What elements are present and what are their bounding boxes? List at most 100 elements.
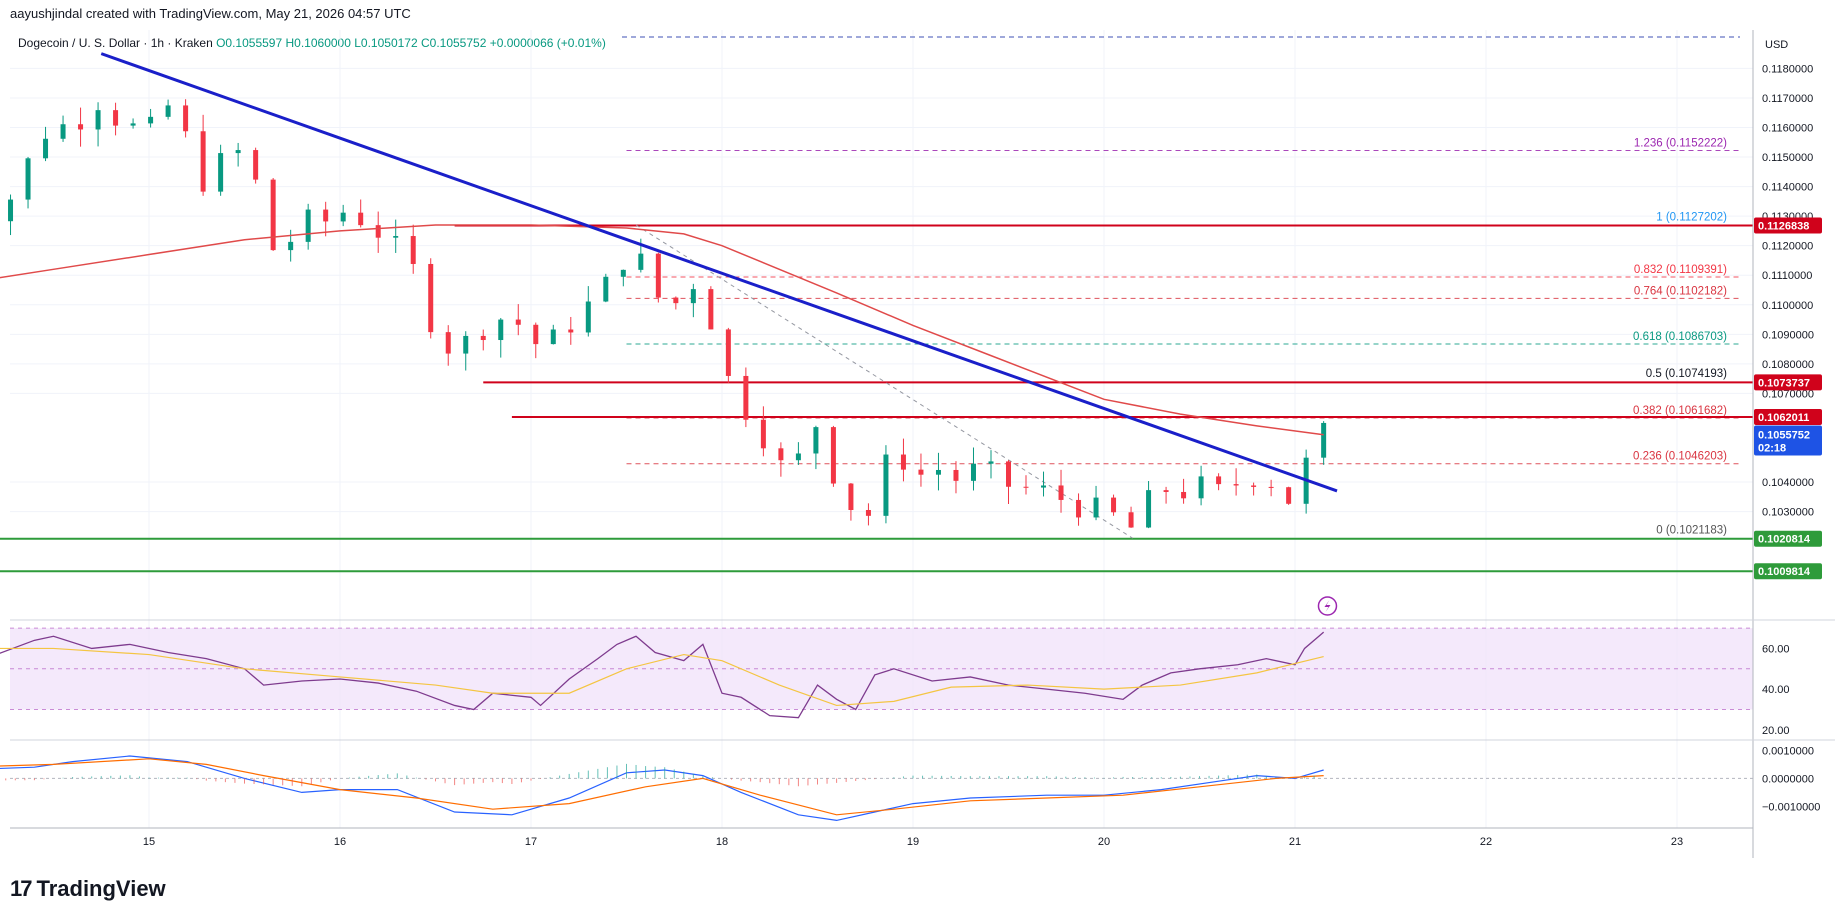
ohlc-open: O0.1055597: [216, 36, 283, 50]
candle-body: [1216, 476, 1222, 485]
candle-body: [813, 427, 819, 454]
candle-body: [463, 335, 469, 354]
candle-body: [43, 138, 49, 159]
rsi-tick-label: 40.00: [1762, 684, 1790, 696]
macd-line: [0, 755, 1324, 822]
moving-average-line: [0, 224, 1324, 436]
fib-level-label: 0.236 (0.1046203): [1633, 451, 1727, 463]
last-price-tag: [1754, 425, 1822, 456]
candle-body: [603, 276, 609, 302]
candle-body: [900, 454, 906, 470]
macd-tick-label: 0.0000000: [1762, 773, 1814, 785]
symbol-header: Dogecoin / U. S. Dollar · 1h · Kraken O0…: [18, 36, 606, 50]
ohlc-low: L0.1050172: [354, 36, 418, 50]
candle-body: [95, 110, 101, 130]
time-tick-label: 18: [716, 836, 728, 848]
fib-level-label: 0.382 (0.1061682): [1633, 405, 1727, 417]
fib-level-label: 0.618 (0.1086703): [1633, 331, 1727, 343]
level-price-tag: [1754, 374, 1822, 391]
candle-body: [1286, 487, 1292, 504]
time-tick-label: 23: [1671, 836, 1683, 848]
candle-body: [1006, 461, 1011, 487]
rsi-tick-label: 20.00: [1762, 725, 1790, 737]
candle-body: [865, 509, 871, 516]
candle-body: [533, 324, 539, 345]
price-tick-label: 0.1140000: [1762, 182, 1813, 194]
candle-body: [918, 469, 924, 475]
candle-body: [988, 461, 994, 464]
candle-body: [883, 454, 889, 516]
time-tick-label: 15: [143, 836, 155, 848]
candle-body: [60, 124, 66, 139]
candle-body: [340, 212, 346, 222]
price-tick-label: 0.1170000: [1762, 93, 1813, 105]
rsi-pane: [0, 627, 1753, 719]
candle-body: [25, 158, 31, 200]
candle-body: [148, 116, 154, 124]
ohlc-close: C0.1055752: [420, 36, 487, 50]
candle-body: [830, 427, 836, 484]
level-price-tag: [1754, 530, 1822, 547]
candle-body: [638, 253, 644, 270]
candle-body: [708, 289, 714, 330]
price-pane: 1.236 (0.1152222) 1 (0.1127202) 0.832 (0.1…: [0, 36, 1753, 616]
candle-body: [480, 335, 486, 341]
price-tick-label: 0.1100000: [1762, 300, 1813, 312]
candle-body: [445, 332, 451, 354]
rsi-tick-label: 60.00: [1762, 643, 1790, 655]
level-price-tag-label: 0.1126838: [1758, 220, 1809, 232]
price-tick-label: 0.1110000: [1762, 270, 1812, 282]
symbol-name[interactable]: Dogecoin / U. S. Dollar · 1h · Kraken: [18, 36, 213, 50]
time-tick-label: 22: [1480, 836, 1492, 848]
currency-label[interactable]: USD: [1765, 39, 1788, 51]
candle-body: [725, 329, 731, 376]
ohlc-high: H0.1060000: [285, 36, 351, 50]
candle-body: [218, 153, 224, 192]
lightning-icon: [1324, 600, 1331, 612]
level-price-tag: [1754, 409, 1822, 426]
price-tick-label: 0.1160000: [1762, 123, 1813, 135]
fib-level-label: 1.236 (0.1152222): [1634, 137, 1727, 149]
candle-body: [8, 199, 14, 222]
level-price-tag: [1754, 563, 1822, 580]
price-tick-label: 0.1120000: [1762, 241, 1813, 253]
rsi-ma-line: [0, 647, 1324, 707]
candle-body: [375, 225, 381, 238]
candle-body: [848, 483, 854, 510]
candle-body: [1146, 490, 1152, 528]
candle-body: [1076, 499, 1082, 518]
time-tick-label: 16: [334, 836, 346, 848]
fib-level-label: 0.5 (0.1074193): [1646, 368, 1727, 380]
candle-body: [1111, 497, 1117, 513]
candle-body: [568, 329, 574, 333]
candle-body: [953, 469, 959, 481]
last-price-label: 0.1055752: [1758, 430, 1810, 442]
candle-body: [1181, 491, 1187, 499]
bar-countdown-label: 02:18: [1758, 443, 1786, 455]
candle-body: [550, 329, 556, 345]
candle-body: [795, 453, 801, 461]
bearish-trendline[interactable]: [100, 52, 1338, 493]
candle-body: [690, 289, 696, 304]
candle-body: [165, 105, 171, 117]
candle-body: [935, 469, 941, 475]
candle-body: [1041, 485, 1047, 488]
candle-body: [1321, 422, 1327, 458]
candle-body: [183, 105, 189, 132]
time-tick-label: 21: [1289, 836, 1301, 848]
candle-body: [620, 269, 626, 277]
candle-body: [323, 209, 329, 222]
candle-body: [78, 124, 84, 130]
candle-body: [498, 319, 504, 341]
tradingview-logo: 17 TradingView: [10, 876, 166, 902]
candle-body: [1268, 486, 1274, 488]
price-tick-label: 0.1080000: [1762, 359, 1814, 371]
tradingview-logo-icon: 17: [10, 876, 33, 901]
candle-body: [515, 319, 521, 325]
candle-body: [1058, 485, 1064, 500]
candle-body: [1023, 486, 1029, 488]
time-tick-label: 17: [525, 836, 537, 848]
candle-body: [270, 179, 276, 251]
candle-body: [655, 253, 661, 298]
